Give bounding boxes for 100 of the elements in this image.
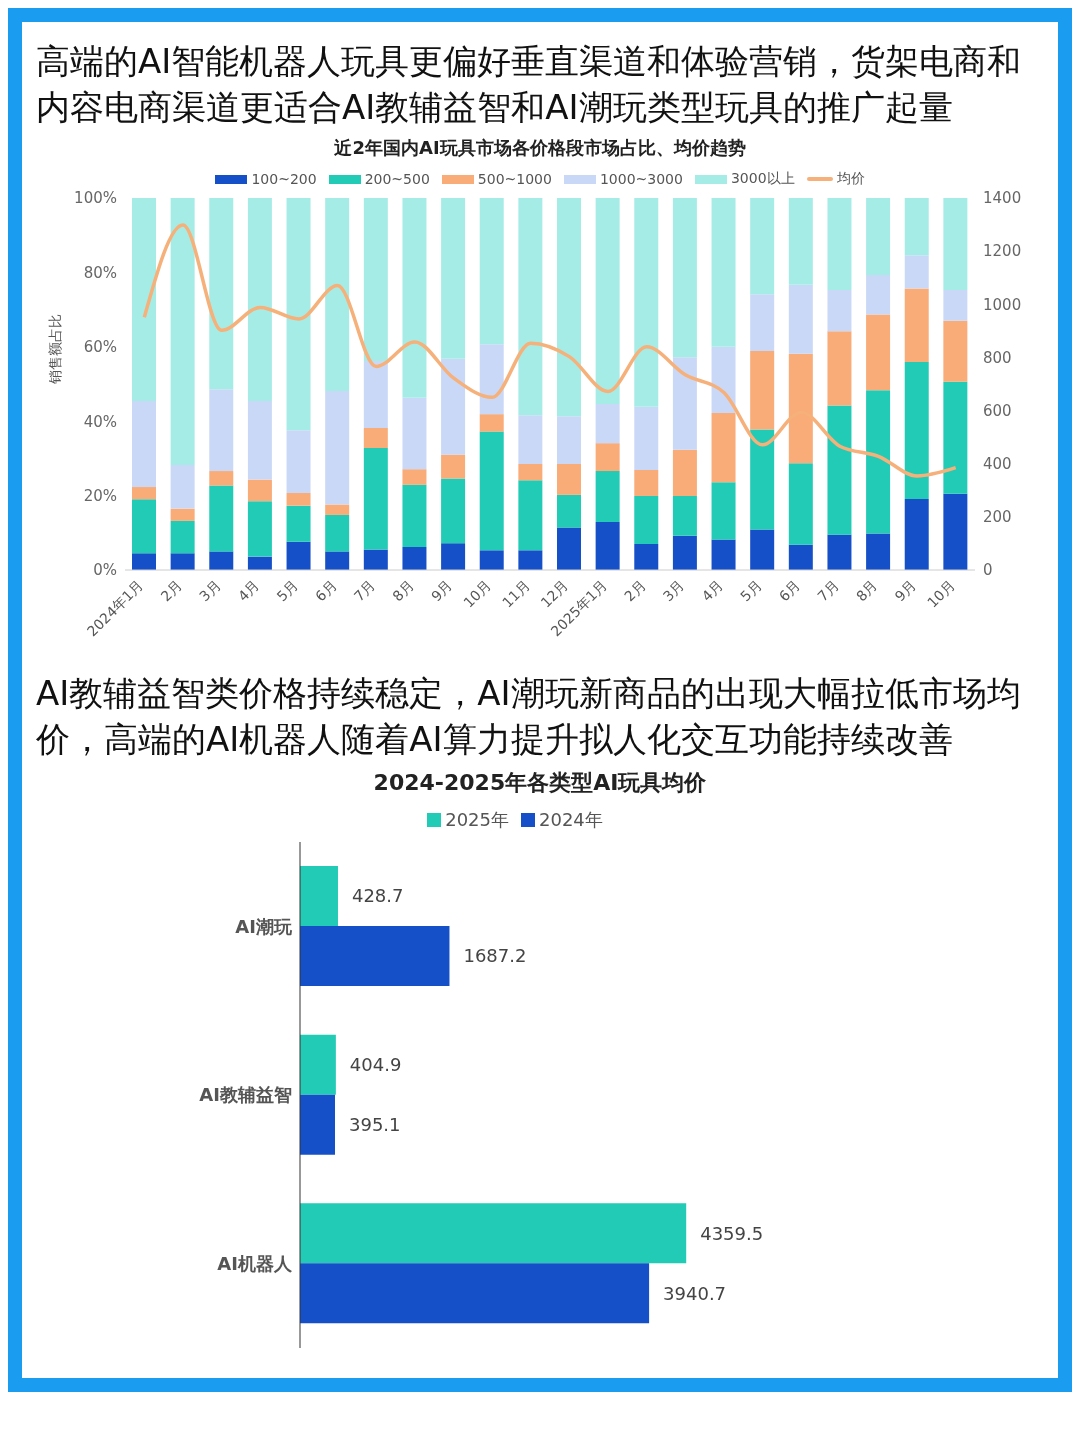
y2-tick-label: 1000 bbox=[983, 295, 1022, 314]
bar bbox=[441, 198, 466, 359]
y-tick-label: 0% bbox=[93, 561, 117, 580]
bar bbox=[518, 480, 543, 551]
bar bbox=[750, 429, 775, 530]
y2-tick-label: 400 bbox=[983, 455, 1012, 474]
text: 高端的AI智能机器人玩具更偏好垂直渠道和体验营销，货架电商和内容电商渠道更适合AI教辅益智和AI潮玩类型玩具的推广起量 bbox=[35, 40, 1023, 129]
x-tick-label: 6月 bbox=[312, 576, 340, 605]
data-label: 395.1 bbox=[349, 1114, 401, 1136]
bar bbox=[827, 405, 852, 535]
bar bbox=[827, 331, 852, 406]
y2-tick-label: 1200 bbox=[983, 242, 1022, 261]
bar bbox=[300, 1203, 687, 1264]
bar bbox=[402, 397, 427, 470]
bar bbox=[904, 498, 929, 570]
bar bbox=[866, 533, 891, 570]
bar bbox=[557, 463, 581, 495]
bar bbox=[132, 401, 156, 488]
x-tick-label: 9月 bbox=[891, 576, 920, 605]
y-tick-label: 100% bbox=[74, 189, 117, 208]
legend-label: 2025年 bbox=[445, 808, 509, 832]
y2-tick-label: 1400 bbox=[983, 189, 1022, 208]
bar bbox=[866, 198, 891, 275]
text: AI教辅益智类价格持续稳定，AI潮玩新商品的出现大幅拉低市场均价，高端的AI机器人随着AI算力提升拟人化交互功能持续改善 bbox=[35, 672, 1022, 761]
bar bbox=[904, 288, 929, 363]
bar bbox=[866, 314, 891, 391]
x-tick-label: 3月 bbox=[659, 576, 688, 605]
bar bbox=[132, 553, 156, 570]
bar bbox=[325, 514, 350, 552]
bar bbox=[441, 454, 466, 479]
legend-label: 均价 bbox=[836, 170, 865, 188]
line-series bbox=[142, 223, 958, 478]
bar bbox=[300, 1263, 650, 1324]
bar bbox=[209, 551, 234, 570]
y2-tick-label: 0 bbox=[983, 561, 993, 580]
bar bbox=[827, 198, 852, 290]
bar bbox=[402, 469, 427, 485]
bar bbox=[363, 198, 388, 361]
legend-label: 200~500 bbox=[364, 171, 430, 187]
bar bbox=[170, 520, 195, 554]
bar bbox=[325, 198, 350, 392]
bar bbox=[595, 443, 620, 472]
bar bbox=[402, 546, 427, 570]
bar bbox=[286, 541, 311, 570]
legend-label: 2024年 bbox=[539, 808, 603, 832]
bar bbox=[170, 465, 195, 509]
bar bbox=[595, 522, 620, 570]
bar bbox=[866, 275, 891, 315]
bar bbox=[788, 198, 813, 285]
bar bbox=[788, 544, 813, 570]
x-tick-label: 10月 bbox=[460, 576, 495, 611]
bar bbox=[788, 284, 813, 354]
x-tick-label: 11月 bbox=[498, 576, 533, 611]
y-tick-label: 40% bbox=[83, 412, 117, 431]
bar bbox=[788, 463, 813, 545]
bar bbox=[247, 479, 272, 502]
bar bbox=[518, 550, 543, 570]
bar bbox=[286, 430, 311, 493]
bar bbox=[634, 469, 659, 496]
bar bbox=[866, 390, 891, 534]
bar bbox=[672, 357, 697, 450]
bar bbox=[441, 543, 466, 570]
bar bbox=[788, 353, 813, 464]
bar bbox=[557, 416, 581, 464]
bar bbox=[247, 501, 272, 557]
y2-tick-label: 600 bbox=[983, 401, 1012, 420]
chart-title: 2024-2025年各类型AI玩具均价 bbox=[372, 769, 708, 797]
y-tick-label: AI潮玩 bbox=[235, 915, 293, 937]
bar bbox=[209, 389, 234, 472]
bar bbox=[904, 362, 929, 499]
bar bbox=[557, 527, 581, 570]
bar bbox=[711, 482, 736, 540]
bar bbox=[634, 406, 659, 470]
bar bbox=[286, 493, 311, 506]
y2-tick-label: 200 bbox=[983, 508, 1012, 527]
bar bbox=[363, 447, 388, 550]
bar bbox=[441, 478, 466, 544]
bar bbox=[402, 198, 427, 398]
data-label: 4359.5 bbox=[700, 1222, 764, 1244]
bar bbox=[750, 529, 775, 570]
bar bbox=[170, 508, 195, 521]
y-tick-label: 20% bbox=[83, 486, 117, 505]
bar bbox=[711, 198, 736, 347]
bar bbox=[209, 471, 234, 486]
bar bbox=[943, 320, 968, 382]
bar bbox=[943, 198, 968, 290]
bar bbox=[750, 350, 775, 430]
bar bbox=[711, 346, 736, 414]
legend-label: 500~1000 bbox=[477, 171, 552, 187]
legend-label: 100~200 bbox=[251, 171, 317, 187]
x-tick-label: 7月 bbox=[814, 576, 842, 605]
data-label: 404.9 bbox=[349, 1054, 402, 1076]
data-label: 428.7 bbox=[351, 885, 404, 907]
legend-label: 1000~3000 bbox=[599, 171, 683, 187]
x-tick-label: 6月 bbox=[775, 576, 804, 605]
bar bbox=[479, 550, 504, 570]
bar bbox=[827, 289, 852, 332]
bar bbox=[479, 344, 504, 415]
bar bbox=[325, 504, 350, 515]
bar bbox=[634, 495, 659, 544]
